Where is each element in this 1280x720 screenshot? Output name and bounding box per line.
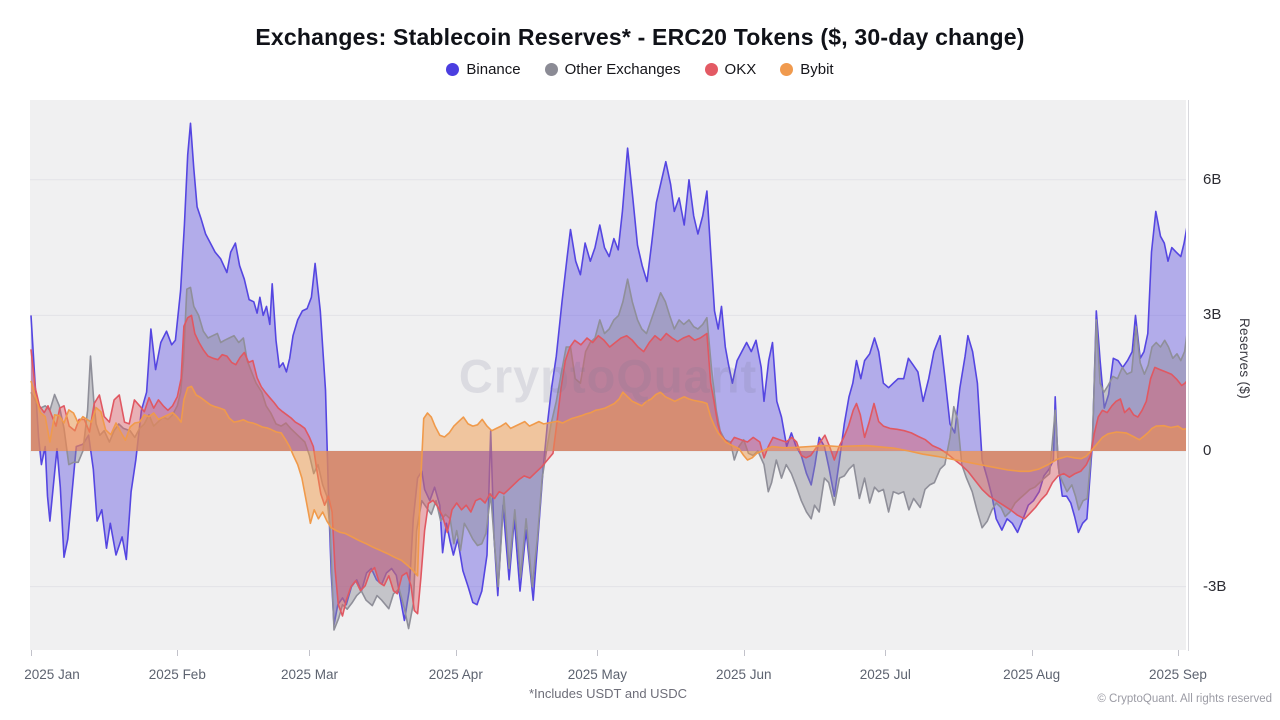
x-tick-label: 2025 Jul bbox=[859, 667, 911, 682]
x-tick-mark bbox=[885, 650, 886, 656]
x-tick-label: 2025 Jun bbox=[715, 667, 772, 682]
x-tick-mark bbox=[177, 650, 178, 656]
series-line-other-exchanges bbox=[30, 278, 1186, 631]
x-tick-label: 2025 Jan bbox=[24, 667, 80, 682]
x-tick-label: 2025 Mar bbox=[280, 667, 338, 682]
legend-item-binance[interactable]: Binance bbox=[446, 61, 521, 78]
y-axis-line bbox=[1188, 100, 1189, 651]
copyright-notice: © CryptoQuant. All rights reserved bbox=[1097, 693, 1272, 705]
x-tick-label: 2025 Aug bbox=[1003, 667, 1061, 682]
series-line-bybit bbox=[30, 380, 1186, 577]
legend-label: Bybit bbox=[800, 61, 834, 78]
x-tick-label: 2025 Apr bbox=[428, 667, 483, 682]
legend-dot-icon bbox=[544, 63, 558, 76]
y-tick-label: 3B bbox=[1203, 306, 1222, 324]
x-tick-label: 2025 Sep bbox=[1149, 667, 1207, 682]
chart-plot-area[interactable]: CryptoQuant bbox=[30, 100, 1186, 650]
series-area-binance bbox=[31, 123, 1186, 625]
x-tick-mark bbox=[1032, 650, 1033, 656]
chart-footnote: *Includes USDT and USDC bbox=[529, 686, 687, 701]
y-axis-title: Reserves ($) bbox=[1237, 318, 1252, 399]
legend-item-bybit[interactable]: Bybit bbox=[780, 61, 834, 78]
x-tick-mark bbox=[309, 650, 310, 656]
y-tick-label: 6B bbox=[1203, 170, 1222, 188]
legend: Binance Other Exchanges OKX Bybit bbox=[0, 61, 1280, 78]
area-chart[interactable] bbox=[30, 100, 1186, 650]
series-area-okx bbox=[31, 315, 1186, 616]
series-line-okx bbox=[30, 314, 1186, 617]
legend-label: Binance bbox=[466, 61, 521, 78]
x-tick-label: 2025 May bbox=[567, 667, 628, 682]
x-tick-mark bbox=[597, 650, 598, 656]
x-tick-mark bbox=[1178, 650, 1179, 656]
series-line-binance bbox=[30, 122, 1186, 626]
series-area-bybit bbox=[31, 380, 1186, 576]
series-area-other-exchanges bbox=[31, 279, 1186, 630]
x-tick-mark bbox=[456, 650, 457, 656]
x-tick-label: 2025 Feb bbox=[148, 667, 206, 682]
legend-label: OKX bbox=[724, 61, 757, 78]
legend-dot-icon bbox=[704, 63, 718, 76]
y-tick-label: 0 bbox=[1203, 442, 1212, 459]
chart-title: Exchanges: Stablecoin Reserves* - ERC20 … bbox=[255, 24, 1025, 50]
legend-item-other-exchanges[interactable]: Other Exchanges bbox=[544, 61, 681, 78]
x-tick-mark bbox=[31, 650, 32, 656]
legend-label: Other Exchanges bbox=[564, 61, 681, 78]
x-tick-mark bbox=[744, 650, 745, 656]
legend-dot-icon bbox=[446, 63, 460, 76]
y-tick-label: -3B bbox=[1203, 577, 1227, 595]
legend-dot-icon bbox=[780, 63, 794, 76]
legend-item-okx[interactable]: OKX bbox=[704, 61, 757, 78]
